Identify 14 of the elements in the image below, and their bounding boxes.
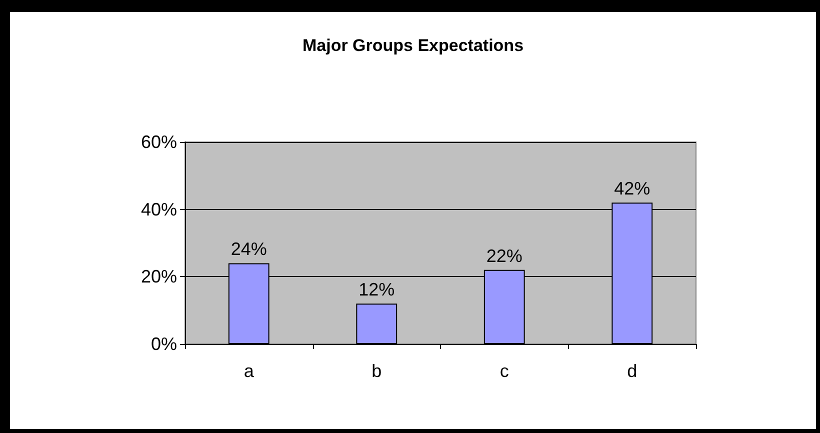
bar: [356, 304, 398, 344]
data-label: 12%: [358, 280, 395, 300]
data-label: 22%: [486, 246, 522, 266]
y-tick-label: 0%: [150, 334, 177, 354]
x-tick-label: b: [372, 361, 382, 381]
x-tick-label: d: [627, 361, 638, 381]
y-tick-label: 40%: [140, 199, 177, 220]
data-label: 24%: [230, 239, 267, 260]
chart-title: Major Groups Expectations: [302, 36, 524, 55]
y-tick-label: 60%: [140, 132, 177, 152]
y-tick-label: 20%: [140, 266, 177, 287]
data-label: 42%: [614, 178, 650, 199]
x-tick-label: c: [500, 361, 509, 381]
x-tick-label: a: [244, 361, 255, 381]
